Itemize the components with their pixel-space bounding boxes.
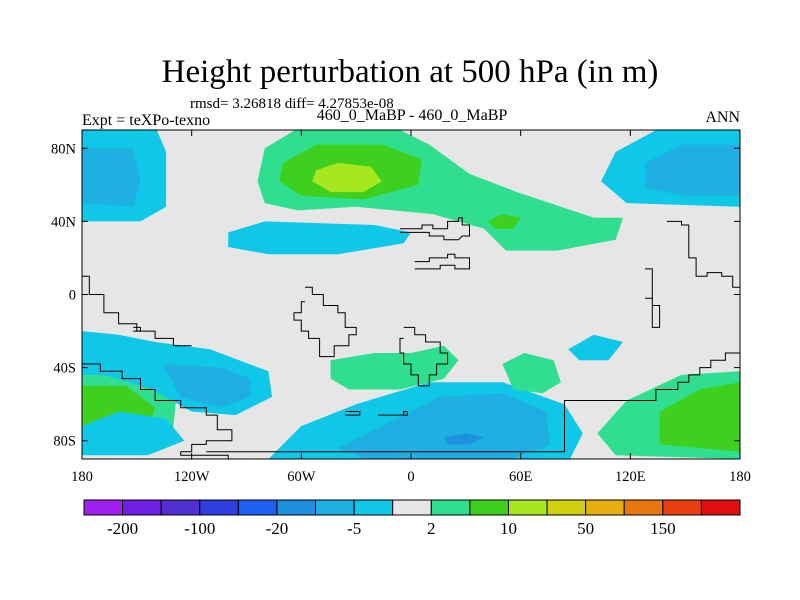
- x-tick-label: 120W: [174, 469, 210, 485]
- colorbar-box: [546, 499, 587, 516]
- contour-field-tropical-indo-pacific-low: [568, 334, 623, 361]
- colorbar-box: [315, 499, 355, 516]
- x-tick-label: 60E: [509, 469, 533, 485]
- colorbar-box: [623, 499, 664, 516]
- colorbar-label: -100: [184, 519, 215, 538]
- x-tick-label: 0: [407, 469, 414, 485]
- colorbar-box: [353, 499, 394, 516]
- west-pacific-outline: [82, 275, 192, 347]
- colorbar-box: [160, 499, 201, 516]
- contour-field-north-atlantic-high-max: [312, 162, 382, 193]
- y-axis: 80N 40N 0 40S 80S: [51, 141, 740, 450]
- colorbar-label: -5: [347, 519, 361, 538]
- colorbar-box: [392, 499, 432, 516]
- small-island-outline: [133, 326, 141, 332]
- colorbar-box: [122, 499, 162, 516]
- colorbar-label: 150: [650, 519, 676, 538]
- y-tick-label: 40N: [51, 214, 77, 230]
- colorbar-box: [199, 499, 239, 516]
- contour-fields: [82, 130, 740, 459]
- colorbar-label: 2: [427, 519, 436, 538]
- americas-outline-north: [293, 286, 357, 358]
- contour-field-north-pacific-low-east-core: [645, 144, 740, 196]
- x-tick-label: 120E: [615, 469, 646, 485]
- chart-title: Height perturbation at 500 hPa (in m): [162, 54, 659, 90]
- antarctic-south-outline: [206, 352, 740, 453]
- contour-field-west-asia-high-core: [487, 214, 521, 229]
- contour-field-south-pacific-low-west: [82, 411, 185, 456]
- contour-field-south-pacific-east-green-core: [659, 382, 740, 452]
- y-tick-label: 40S: [53, 361, 76, 377]
- stats-label: rmsd= 3.26818 diff= 4.27853e-08: [190, 96, 394, 112]
- case-label: 460_0_MaBP - 460_0_MaBP: [317, 107, 508, 124]
- colorbar-label: 50: [577, 519, 594, 538]
- lake-outline-west: [345, 411, 361, 416]
- contour-field-south-atlantic-high: [330, 345, 459, 390]
- x-tick-label: 180: [71, 469, 93, 485]
- contour-field-south-midlat-low-core: [162, 364, 251, 408]
- colorbar-box: [662, 499, 702, 516]
- africa-europe-outline: [400, 217, 470, 241]
- x-axis: 180 120W 60W 0 60E 120E 180: [71, 130, 751, 485]
- contour-field-southern-ocean-low-core: [337, 393, 550, 459]
- y-tick-label: 80N: [51, 141, 77, 157]
- coastline-outlines: [82, 217, 740, 459]
- x-tick-label: 180: [729, 469, 751, 485]
- colorbar-box: [469, 499, 509, 516]
- colorbar-box: [507, 499, 548, 516]
- colorbar-box: [237, 499, 278, 516]
- colorbar-label: -20: [266, 519, 289, 538]
- y-tick-label: 80S: [53, 434, 76, 450]
- colorbar-box: [700, 499, 741, 516]
- africa-outline: [399, 326, 449, 387]
- x-tick-label: 60W: [287, 469, 316, 485]
- australia-east-outline: [666, 220, 740, 288]
- colorbar-label: 10: [500, 519, 517, 538]
- contour-field-north-pacific-low-west-core: [82, 148, 141, 207]
- season-label: ANN: [705, 109, 740, 126]
- lake-outline-center: [378, 411, 408, 416]
- y-tick-label: 0: [69, 288, 76, 304]
- antarctic-margin-outline: [82, 363, 233, 459]
- contour-field-midlat-trough: [228, 221, 411, 255]
- contour-field-indian-ocean-high: [502, 353, 561, 394]
- colorbar-label: -200: [107, 519, 138, 538]
- colorbar-box: [585, 499, 625, 516]
- colorbar-box: [276, 499, 317, 516]
- colorbar: -200 -100 -20 -5 2 10 50 150: [83, 499, 741, 538]
- experiment-label: Expt = teXPo-texno: [82, 112, 210, 129]
- colorbar-box: [430, 499, 471, 516]
- contour-field-southern-ocean-low-min: [443, 433, 485, 445]
- central-asia-outline: [414, 253, 470, 270]
- madagascar-outline: [645, 268, 661, 328]
- colorbar-box: [83, 499, 124, 516]
